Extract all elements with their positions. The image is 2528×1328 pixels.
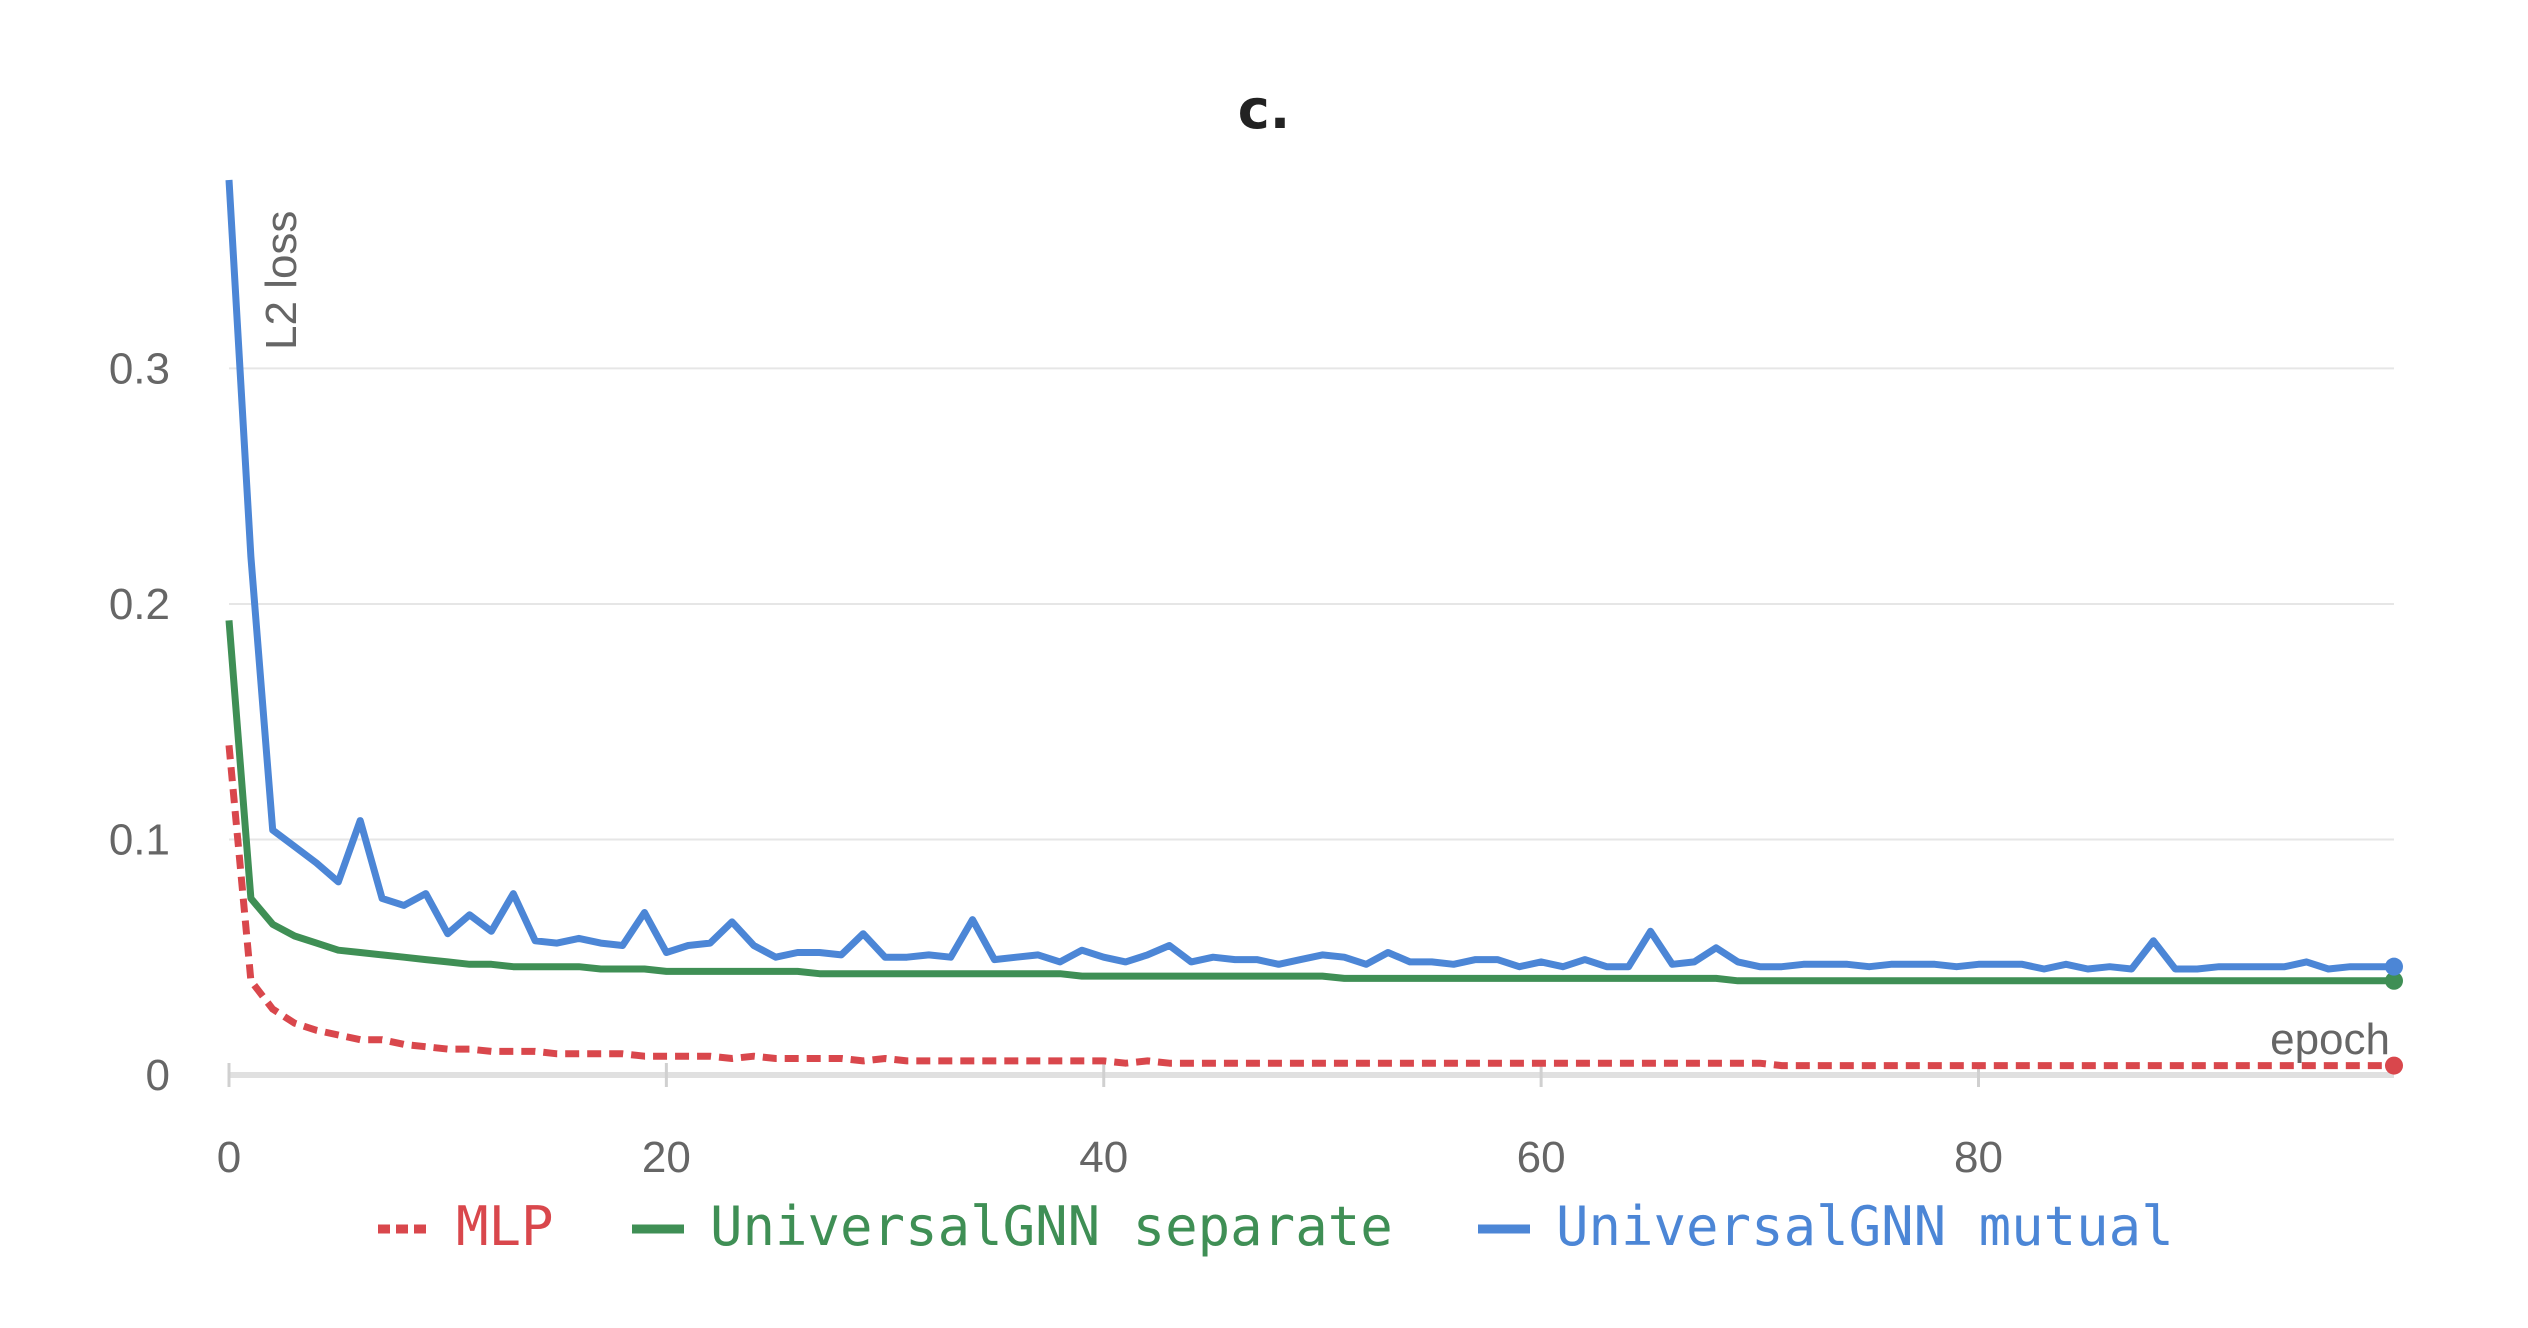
x-axis-label: epoch bbox=[2270, 1015, 2390, 1064]
series-end-marker bbox=[2385, 1056, 2403, 1075]
y-axis: 0 0.1 0.2 0.3 bbox=[109, 344, 170, 1100]
x-tick-label: 60 bbox=[1517, 1133, 1566, 1182]
series-end-marker bbox=[2385, 957, 2403, 976]
legend-label: UniversalGNN mutual bbox=[1556, 1195, 2174, 1258]
series-lines bbox=[225, 179, 2403, 1075]
chart-title: c. bbox=[1238, 78, 1291, 141]
y-tick-label: 0.3 bbox=[109, 344, 170, 393]
x-tick-label: 20 bbox=[642, 1133, 691, 1182]
x-tick-label: 40 bbox=[1079, 1133, 1128, 1182]
series-line-universalgnn-mutual bbox=[225, 179, 2394, 973]
x-tick-label: 80 bbox=[1954, 1133, 2003, 1182]
x-tick-label: 0 bbox=[217, 1133, 241, 1182]
gridlines bbox=[229, 367, 2394, 841]
legend: MLP UniversalGNN separate UniversalGNN mut… bbox=[378, 1195, 2174, 1258]
legend-label: MLP bbox=[456, 1195, 554, 1258]
series-line-mlp bbox=[225, 744, 2394, 1070]
legend-label: UniversalGNN separate bbox=[710, 1195, 1393, 1258]
x-axis: 0 20 40 60 80 bbox=[217, 1063, 2394, 1182]
series-line-universalgnn-separate bbox=[225, 620, 2394, 985]
y-axis-label: L2 loss bbox=[257, 211, 306, 350]
y-tick-label: 0 bbox=[146, 1051, 170, 1100]
y-tick-label: 0.2 bbox=[109, 580, 170, 629]
y-tick-label: 0.1 bbox=[109, 815, 170, 864]
series-end-marker bbox=[2385, 971, 2403, 990]
